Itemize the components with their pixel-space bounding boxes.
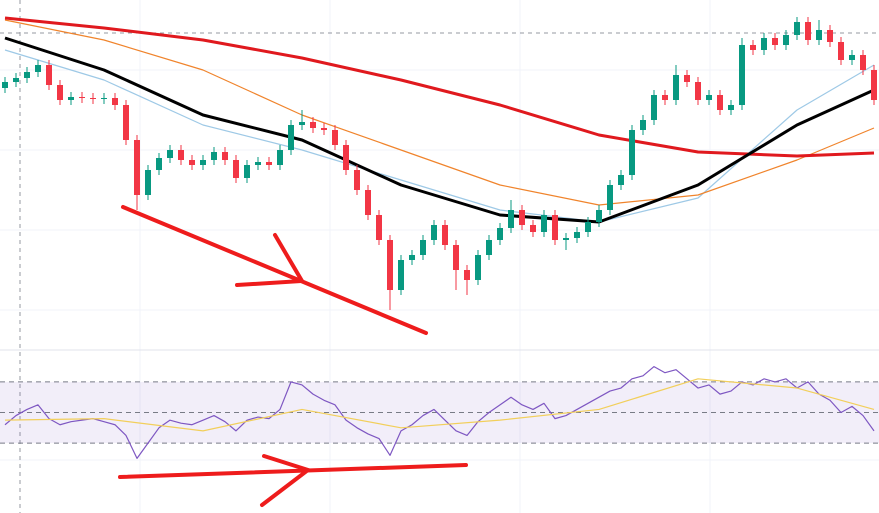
candle-body (266, 162, 272, 165)
candle-body (618, 175, 624, 185)
candle-body (816, 30, 822, 40)
candle-body (387, 240, 393, 290)
price-pane (2, 16, 877, 310)
candle-body (134, 140, 140, 195)
candle-body (486, 240, 492, 255)
candle-body (453, 245, 459, 270)
candle-body (772, 38, 778, 45)
candle-body (717, 95, 723, 110)
candle-body (706, 95, 712, 100)
candle-body (112, 98, 118, 105)
candle-body (442, 225, 448, 245)
candle-body (530, 225, 536, 232)
candle-body (46, 65, 52, 85)
candle-body (299, 122, 305, 125)
candle-body (761, 38, 767, 50)
candle-body (90, 98, 96, 99)
candle-body (24, 72, 30, 78)
candle-body (552, 215, 558, 240)
line (4, 19, 875, 206)
candle-body (35, 65, 41, 72)
line (4, 36, 875, 224)
candle-body (321, 128, 327, 130)
candle-body (57, 85, 63, 100)
candle-body (79, 97, 85, 98)
candle-body (783, 35, 789, 45)
candle-body (277, 150, 283, 165)
candle-body (574, 232, 580, 238)
candle-body (695, 82, 701, 100)
candle-body (475, 255, 481, 280)
candle-body (651, 95, 657, 120)
candle-body (662, 95, 668, 100)
candle-body (288, 125, 294, 150)
candle-body (409, 255, 415, 260)
candle-body (244, 165, 250, 178)
candle-body (211, 152, 217, 160)
candle-body (871, 70, 877, 100)
candle-body (431, 225, 437, 240)
line (4, 366, 875, 459)
candle-body (343, 145, 349, 170)
candle-body (464, 270, 470, 280)
candle-body (145, 170, 151, 195)
rsi-pane (0, 366, 879, 459)
annotations (118, 205, 468, 507)
candle-body (684, 75, 690, 82)
candle-body (233, 160, 239, 178)
candle-body (365, 190, 371, 215)
candle-body (519, 210, 525, 225)
candle-body (640, 120, 646, 130)
candle-body (189, 160, 195, 165)
candle-body (167, 150, 173, 158)
candle-body (673, 75, 679, 100)
candle-body (123, 105, 129, 140)
candle-body (596, 210, 602, 222)
candle-body (508, 210, 514, 228)
candle-body (200, 160, 206, 165)
candle-body (728, 105, 734, 110)
candle-body (420, 240, 426, 255)
line (4, 378, 875, 432)
candle-body (398, 260, 404, 290)
candle-body (805, 22, 811, 40)
candle-body (68, 97, 74, 100)
candle-body (739, 45, 745, 105)
candle-body (497, 228, 503, 240)
candle-body (794, 22, 800, 35)
candle-body (607, 185, 613, 210)
candle-body (629, 130, 635, 175)
candle-body (849, 55, 855, 60)
candle-body (255, 162, 261, 165)
candle-body (585, 222, 591, 232)
candle-body (827, 30, 833, 42)
candle-body (332, 130, 338, 145)
candle-body (101, 98, 107, 99)
candle-body (563, 238, 569, 240)
candle-body (178, 150, 184, 160)
candle-body (13, 78, 19, 82)
candle-body (541, 215, 547, 232)
candle-body (222, 152, 228, 160)
candle-body (310, 122, 316, 128)
candle-body (156, 158, 162, 170)
candle-body (750, 45, 756, 50)
candle-body (354, 170, 360, 190)
candle-body (2, 82, 8, 88)
candle-body (860, 55, 866, 70)
candle-body (376, 215, 382, 240)
candle-body (838, 42, 844, 60)
